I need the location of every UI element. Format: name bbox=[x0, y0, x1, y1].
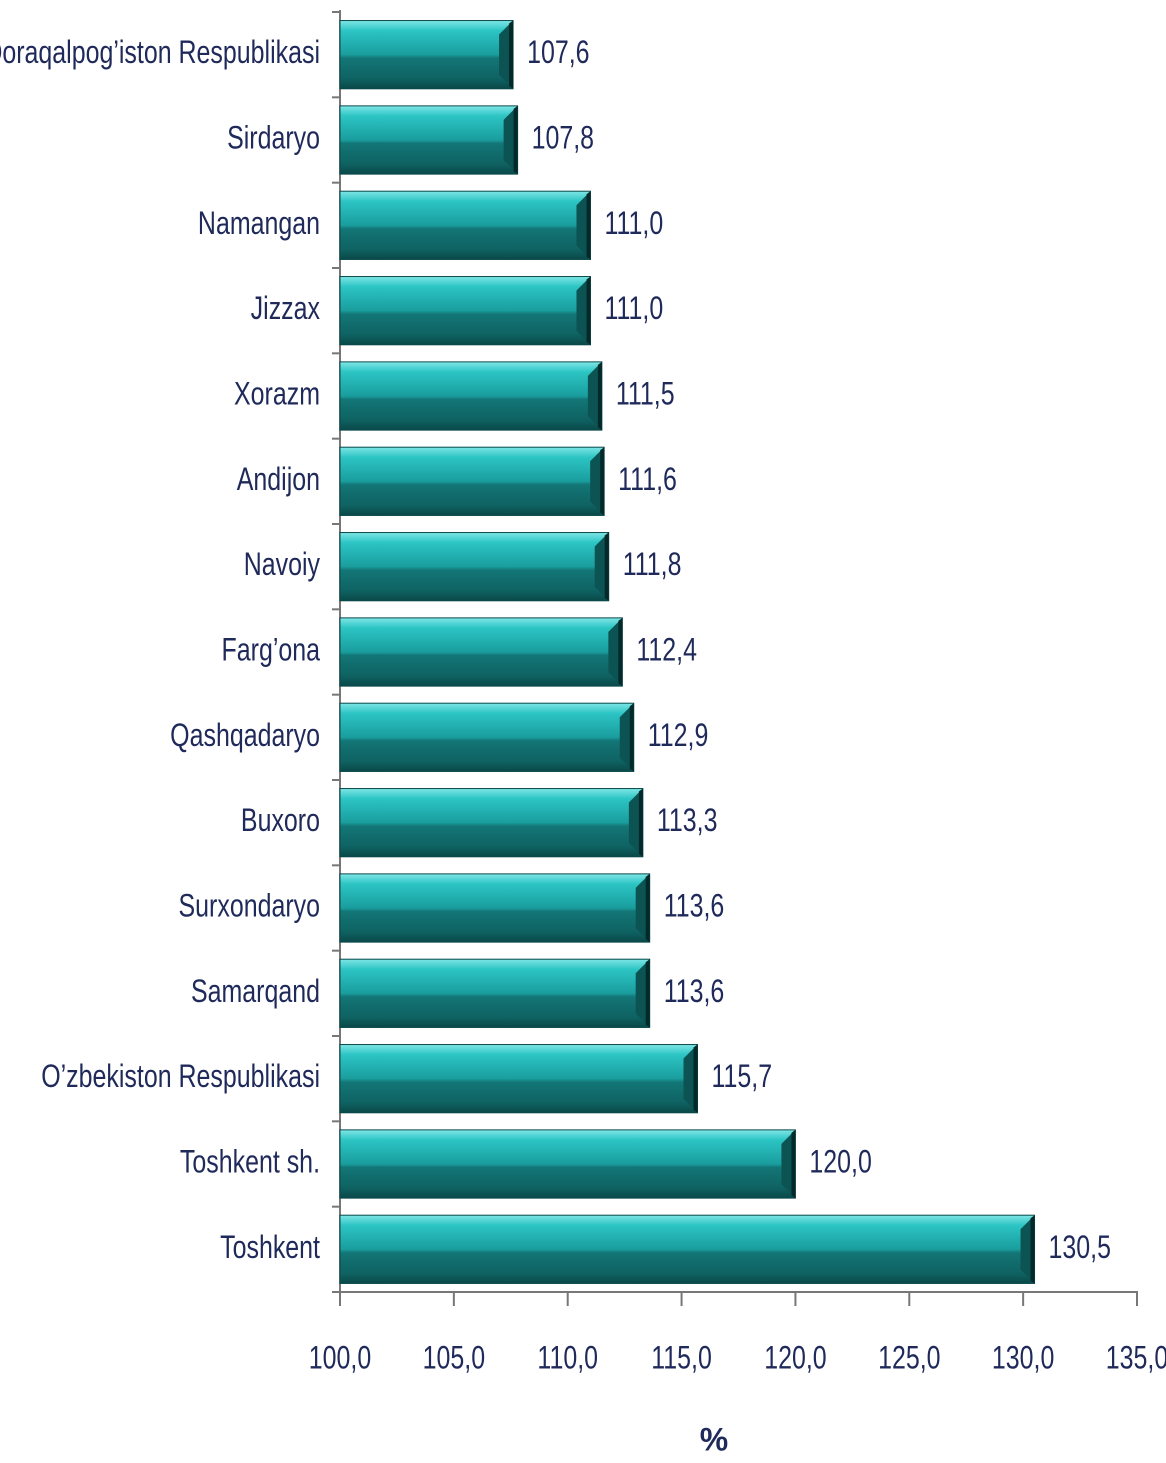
bar bbox=[339, 617, 623, 687]
bar-bevel bbox=[618, 617, 623, 687]
y-tick-label: Qashqadaryo bbox=[170, 718, 320, 754]
y-tick-label: Namangan bbox=[198, 206, 320, 242]
bar-bevel bbox=[645, 959, 650, 1028]
x-tick-label: 125,0 bbox=[878, 1341, 940, 1377]
bar bbox=[339, 361, 603, 431]
bar-bevel bbox=[513, 105, 518, 175]
y-tick-label: Surxondaryo bbox=[179, 889, 320, 925]
bar-bevel bbox=[791, 1129, 796, 1199]
x-tick-label: 100,0 bbox=[309, 1341, 371, 1377]
y-tick-label: Qoraqalpog’iston Respublikasi bbox=[0, 35, 320, 71]
bar-bevel bbox=[629, 703, 634, 772]
bar-bevel bbox=[645, 873, 650, 943]
x-tick-label: 135,0 bbox=[1106, 1341, 1166, 1377]
bar bbox=[339, 1129, 796, 1199]
value-label: 111,5 bbox=[616, 377, 675, 413]
bar-bevel bbox=[1030, 1215, 1035, 1284]
bar-bevel bbox=[586, 191, 591, 260]
bar bbox=[339, 702, 635, 772]
y-tick-label: Andijon bbox=[237, 462, 320, 498]
bar bbox=[339, 446, 605, 516]
bar bbox=[339, 788, 644, 858]
value-label: 111,0 bbox=[604, 206, 663, 242]
bar-bevel bbox=[600, 447, 605, 516]
y-tick-label: Farg’ona bbox=[222, 633, 321, 669]
bar bbox=[339, 105, 519, 175]
bar-bevel bbox=[604, 532, 609, 601]
bar bbox=[339, 190, 591, 260]
value-label: 130,5 bbox=[1049, 1230, 1111, 1266]
value-label: 111,6 bbox=[618, 462, 677, 498]
value-label: 113,6 bbox=[664, 974, 725, 1010]
x-tick-label: 110,0 bbox=[537, 1341, 598, 1377]
bar bbox=[339, 276, 591, 346]
value-label: 112,9 bbox=[648, 718, 709, 754]
x-tick-label: 120,0 bbox=[764, 1341, 826, 1377]
bar bbox=[339, 958, 651, 1028]
value-label: 111,0 bbox=[604, 291, 663, 327]
x-tick-label: 130,0 bbox=[992, 1341, 1054, 1377]
y-tick-label: Xorazm bbox=[234, 377, 320, 413]
bar-bevel bbox=[586, 276, 591, 345]
value-label: 120,0 bbox=[809, 1145, 871, 1181]
y-tick-label: O’zbekiston Respublikasi bbox=[41, 1059, 320, 1095]
bar bbox=[339, 1214, 1036, 1284]
value-label: 113,6 bbox=[664, 889, 725, 925]
x-tick-label: 105,0 bbox=[423, 1341, 485, 1377]
x-tick-label: 115,0 bbox=[651, 1341, 712, 1377]
bar-bevel bbox=[597, 361, 602, 431]
value-label: 113,3 bbox=[657, 803, 718, 839]
bar-bevel bbox=[638, 788, 643, 857]
y-tick-label: Samarqand bbox=[191, 974, 320, 1010]
y-tick-label: Buxoro bbox=[241, 803, 320, 839]
y-tick-label: Navoiy bbox=[244, 547, 321, 583]
value-label: 112,4 bbox=[636, 633, 697, 669]
bar-bevel bbox=[693, 1044, 698, 1113]
bar bbox=[339, 873, 651, 943]
value-label: 107,6 bbox=[527, 35, 589, 71]
y-tick-label: Jizzax bbox=[251, 291, 321, 327]
y-tick-label: Toshkent sh. bbox=[180, 1145, 320, 1181]
bar bbox=[339, 20, 514, 90]
x-axis-label: % bbox=[700, 1421, 728, 1457]
y-tick-label: Toshkent bbox=[220, 1230, 320, 1266]
bar-bevel bbox=[509, 20, 514, 89]
bar bbox=[339, 532, 610, 602]
y-tick-label: Sirdaryo bbox=[227, 121, 320, 157]
bar bbox=[339, 1044, 699, 1114]
value-label: 111,8 bbox=[623, 547, 682, 583]
value-label: 107,8 bbox=[532, 121, 594, 157]
value-label: 115,7 bbox=[712, 1059, 773, 1095]
